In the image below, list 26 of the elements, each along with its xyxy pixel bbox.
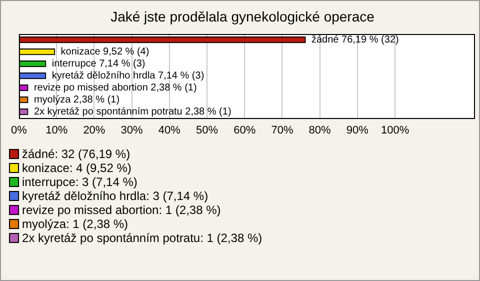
x-tick-label: 60% [234, 124, 256, 136]
x-tick-label: 70% [271, 124, 294, 136]
data-label: revize po missed abortion 2,38 % (1) [34, 82, 197, 94]
text: myolýza: 1 (2,38 %) [22, 217, 128, 231]
x-tick-label: 40% [158, 124, 181, 136]
text: konizace: 4 (9,52 %) [22, 161, 132, 175]
data-label: kyretáž děložního hrdla 7,14 % (3) [52, 70, 204, 82]
data-label: myolýza 2,38 % (1) [34, 94, 120, 106]
x-tick-label: 20% [83, 124, 106, 136]
text: žádné: 32 (76,19 %) [22, 147, 130, 161]
text: interrupce: 3 (7,14 %) [22, 175, 138, 189]
x-tick-label: 50% [196, 124, 218, 136]
x-tick-label: 100% [380, 124, 410, 136]
data-label: konizace 9,52 % (4) [60, 46, 150, 58]
x-tick-label: 30% [120, 124, 144, 136]
text: revize po missed abortion: 1 (2,38 %) [22, 203, 221, 217]
chart-title: Jaké jste prodělala gynekologické operace [110, 8, 375, 24]
x-tick-label: 10% [46, 124, 68, 136]
text: kyretáž děložního hrdla: 3 (7,14 %) [22, 189, 208, 203]
x-tick-label: 90% [346, 124, 369, 136]
data-label: 2x kyretáž po spontánním potratu 2,38 % (1) [34, 106, 232, 118]
data-label: interrupce 7,14 % (3) [52, 58, 146, 70]
text: 2x kyretáž po spontánním potratu: 1 (2,38 %) [22, 231, 262, 245]
x-tick-label: 80% [308, 124, 332, 136]
x-tick-label: 0% [11, 124, 28, 136]
data-label: žádné 76,19 % (32) [312, 34, 399, 46]
